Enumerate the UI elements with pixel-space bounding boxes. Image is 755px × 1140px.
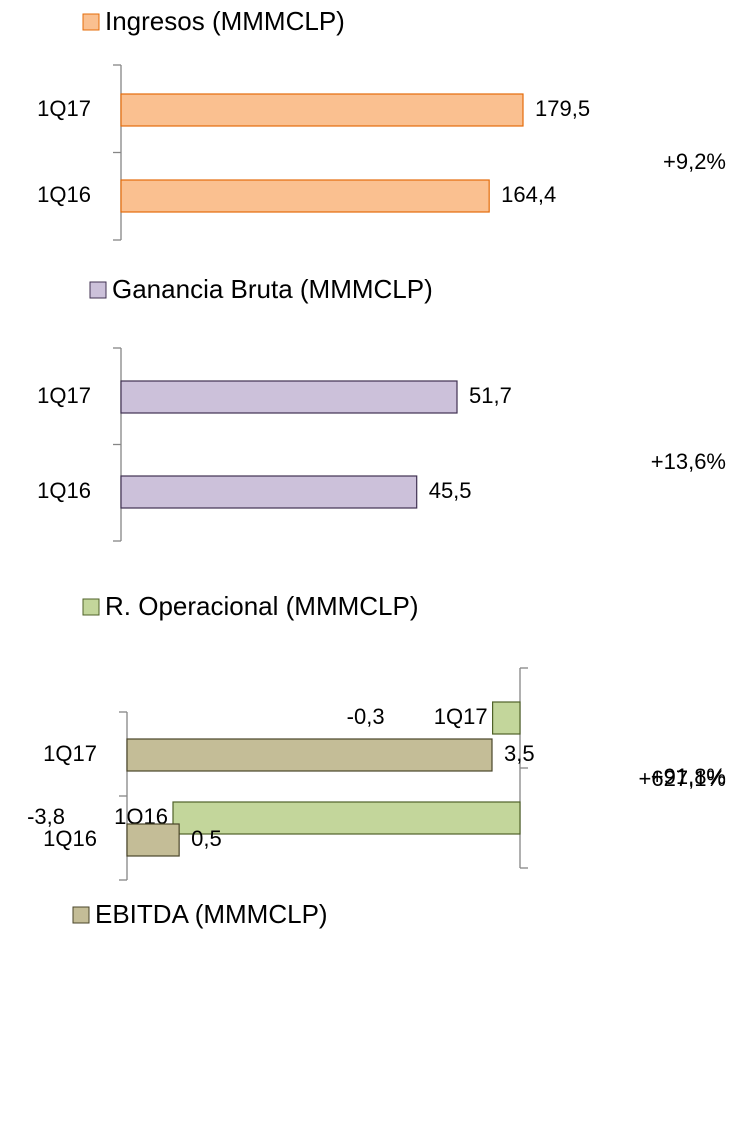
legend-swatch: [72, 906, 90, 924]
change-annotation: +91,8%: [651, 764, 726, 789]
value-label: 0,5: [191, 826, 222, 851]
bar: [126, 823, 180, 857]
bar: [120, 380, 458, 414]
category-label: 1Q17: [43, 741, 97, 766]
bar: [492, 701, 521, 735]
bar: [172, 801, 521, 835]
category-label: 1Q16: [37, 478, 91, 503]
category-label: 1Q17: [37, 96, 91, 121]
category-label: 1Q16: [37, 182, 91, 207]
value-label: 45,5: [429, 478, 472, 503]
change-annotation: +627,1%: [639, 766, 726, 791]
legend-label: EBITDA (MMMCLP): [95, 899, 328, 929]
value-label: 164,4: [501, 182, 556, 207]
bar: [120, 179, 490, 213]
value-label: -3,8: [27, 804, 65, 829]
legend-swatch: [82, 598, 100, 616]
category-label: 1Q16: [43, 826, 97, 851]
bar: [126, 738, 493, 772]
change-annotation: +9,2%: [663, 149, 726, 174]
change-annotation: +13,6%: [651, 449, 726, 474]
legend-label: R. Operacional (MMMCLP): [105, 591, 419, 621]
legend-swatch: [89, 281, 107, 299]
category-label: 1Q17: [434, 704, 488, 729]
value-label: 3,5: [504, 741, 535, 766]
bar: [120, 475, 418, 509]
legend-swatch: [82, 13, 100, 31]
value-label: -0,3: [347, 704, 385, 729]
legend-label: Ingresos (MMMCLP): [105, 6, 345, 36]
value-label: 51,7: [469, 383, 512, 408]
value-label: 179,5: [535, 96, 590, 121]
legend-label: Ganancia Bruta (MMMCLP): [112, 274, 433, 304]
bar: [120, 93, 524, 127]
category-label: 1Q17: [37, 383, 91, 408]
